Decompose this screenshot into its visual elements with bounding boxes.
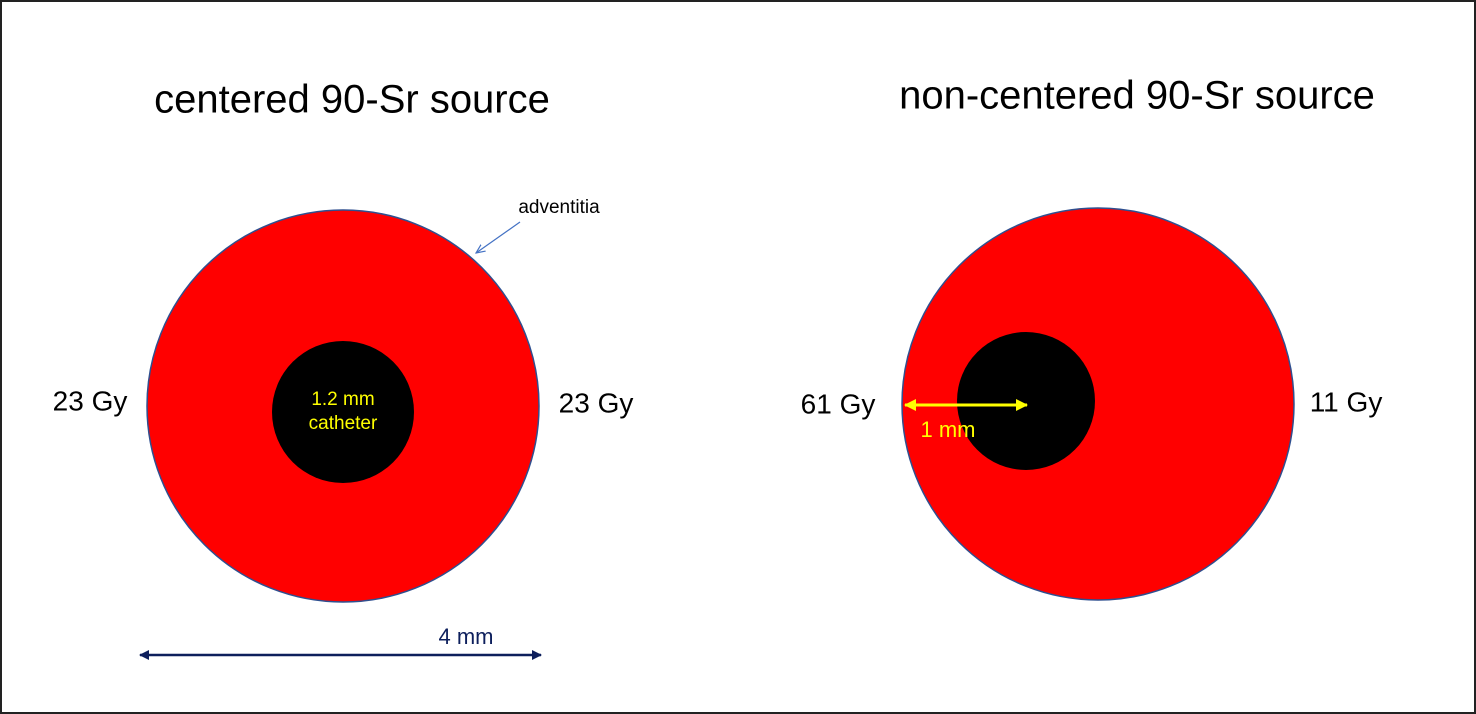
catheter-label: 1.2 mm [311, 389, 374, 410]
dose-label: 11 Gy [1310, 386, 1383, 417]
dose-label: 23 Gy [53, 385, 128, 416]
dose-label: 23 Gy [559, 387, 634, 418]
offset-label: 1 mm [921, 417, 976, 442]
adventitia-label: adventitia [518, 197, 600, 218]
vessel [901, 207, 1295, 601]
catheter-label: catheter [309, 413, 378, 434]
dose-label: 61 Gy [801, 388, 876, 419]
catheter [957, 332, 1095, 470]
pointer-arrow [476, 221, 521, 253]
scale-label: 4 mm [439, 624, 494, 649]
left-title: centered 90-Sr source [154, 78, 550, 122]
catheter [272, 341, 414, 483]
right-title: non-centered 90-Sr source [899, 74, 1375, 118]
